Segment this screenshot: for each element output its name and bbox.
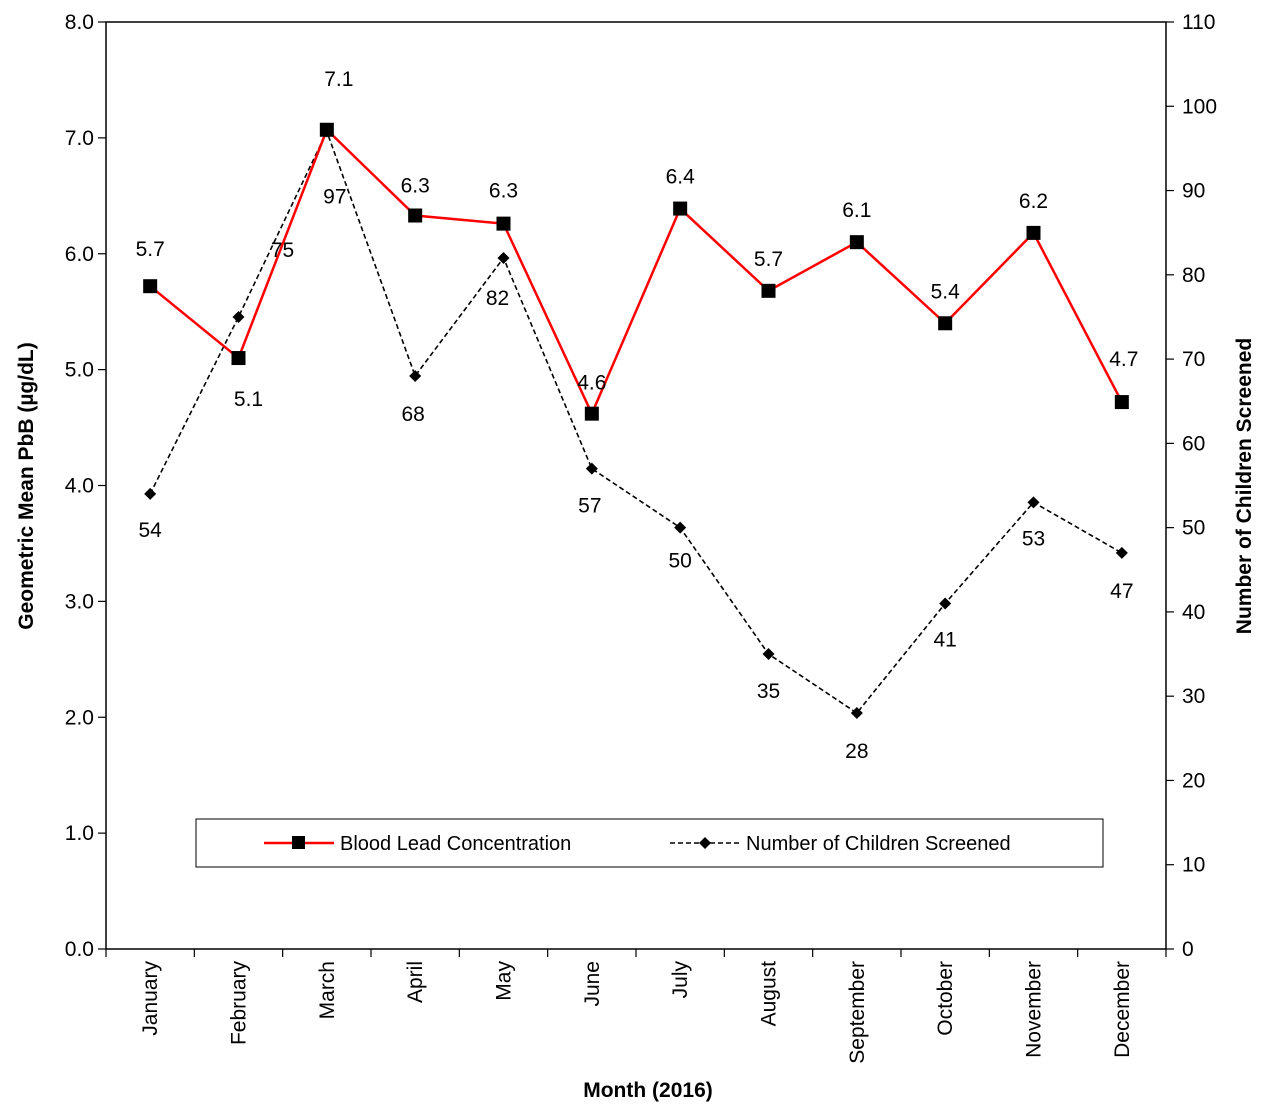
point-children-screened	[1115, 546, 1128, 559]
point-children-screened	[585, 462, 598, 475]
legend-marker-children	[699, 837, 711, 849]
point-children-screened	[144, 487, 157, 500]
y-left-tick-label: 6.0	[65, 243, 94, 266]
y-left-tick-label: 4.0	[65, 475, 94, 498]
series-line-children-screened	[149, 129, 1123, 715]
data-label-blood-lead: 5.1	[234, 388, 263, 411]
plot-area	[105, 21, 1167, 950]
series	[143, 122, 1129, 720]
y-left-axis-title: Geometric Mean PbB (µg/dL)	[15, 342, 38, 629]
data-label-children-screened: 57	[578, 495, 601, 518]
y-right-tick-label: 30	[1182, 685, 1205, 708]
data-label-blood-lead: 4.6	[577, 372, 606, 395]
data-label-blood-lead: 5.7	[754, 248, 783, 271]
data-label-blood-lead: 7.1	[324, 68, 353, 91]
x-tick-label: July	[669, 961, 692, 999]
point-children-screened	[497, 251, 510, 264]
y-right-tick-label: 70	[1182, 348, 1205, 371]
y-left-tick-label: 5.0	[65, 359, 94, 382]
point-blood-lead	[938, 316, 953, 331]
data-label-children-screened: 54	[138, 519, 162, 542]
point-blood-lead	[849, 235, 864, 250]
y-right-axis-title: Number of Children Screened	[1233, 338, 1256, 634]
x-tick-label: May	[493, 961, 516, 1001]
y-left-tick-label: 3.0	[65, 590, 94, 613]
data-label-children-screened: 35	[757, 680, 780, 703]
data-label-children-screened: 82	[486, 287, 509, 310]
y-right-tick-label: 60	[1182, 432, 1205, 455]
data-label-blood-lead: 6.4	[666, 166, 696, 189]
x-tick-label: November	[1023, 961, 1046, 1058]
legend-label-children: Number of Children Screened	[746, 833, 1011, 855]
data-label-children-screened: 50	[668, 550, 691, 573]
x-tick-label: February	[228, 961, 251, 1046]
point-blood-lead	[496, 216, 511, 231]
data-label-children-screened: 47	[1110, 580, 1133, 603]
y-left-tick-label: 0.0	[65, 938, 94, 961]
point-children-screened	[674, 521, 687, 534]
data-label-children-screened: 97	[323, 186, 346, 209]
legend: Blood Lead Concentration Number of Child…	[195, 818, 1104, 868]
y-left-tick-label: 1.0	[65, 822, 94, 845]
point-children-screened	[1027, 496, 1040, 509]
point-blood-lead	[408, 208, 423, 223]
y-right-tick-label: 100	[1182, 95, 1217, 118]
point-children-screened	[762, 648, 775, 661]
data-labels: 5.7 5.1 7.1 6.3 6.3 4.6 6.4 5.7 6.1 5.4 6.2 4.7 54 75…	[136, 68, 1139, 763]
x-tick-label: January	[139, 961, 162, 1036]
point-children-screened	[232, 310, 245, 323]
y-right-tick-label: 80	[1182, 264, 1205, 287]
y-left-tick-label: 7.0	[65, 127, 94, 150]
y-right-tick-label: 10	[1182, 854, 1205, 877]
series-line-blood-lead	[149, 127, 1123, 417]
y-left-tick-label: 8.0	[65, 11, 94, 34]
point-blood-lead	[761, 283, 776, 298]
y-left-tick-label: 2.0	[65, 706, 94, 729]
legend-label-blood-lead: Blood Lead Concentration	[340, 833, 571, 855]
x-tick-label: August	[758, 961, 781, 1027]
data-label-blood-lead: 4.7	[1109, 348, 1138, 371]
data-label-blood-lead: 6.3	[489, 180, 518, 203]
point-blood-lead	[319, 122, 334, 137]
y-right-tick-label: 20	[1182, 769, 1205, 792]
point-blood-lead	[143, 279, 158, 294]
data-label-children-screened: 53	[1022, 527, 1045, 550]
data-label-blood-lead: 6.3	[401, 175, 430, 198]
data-label-children-screened: 75	[271, 239, 294, 262]
point-children-screened	[850, 707, 863, 720]
x-axis-title: Month (2016)	[583, 1079, 713, 1102]
x-tick-label: December	[1111, 961, 1134, 1058]
point-children-screened	[409, 369, 422, 382]
data-label-children-screened: 28	[845, 740, 868, 763]
x-tick-label: September	[846, 961, 869, 1064]
y-right-tick-label: 50	[1182, 517, 1205, 540]
y-right-tick-label: 40	[1182, 601, 1205, 624]
y-right-tick-label: 90	[1182, 180, 1205, 203]
x-tick-label: June	[581, 961, 604, 1007]
x-tick-label: October	[934, 961, 957, 1036]
point-children-screened	[939, 597, 952, 610]
data-label-children-screened: 41	[933, 628, 956, 651]
point-blood-lead	[673, 201, 688, 216]
ticks: 0.0 1.0 2.0 3.0 4.0 5.0 6.0 7.0 8.0 0 10 20 30 40 50 60…	[65, 11, 1217, 1064]
point-blood-lead	[1026, 225, 1041, 240]
y-right-tick-label: 110	[1182, 11, 1215, 34]
legend-marker-blood-lead	[292, 836, 305, 849]
point-blood-lead	[231, 351, 246, 366]
data-label-blood-lead: 6.2	[1019, 190, 1048, 213]
point-blood-lead	[584, 406, 599, 421]
x-tick-label: April	[404, 961, 427, 1003]
data-label-blood-lead: 6.1	[842, 199, 871, 222]
legend-box	[195, 818, 1104, 868]
point-blood-lead	[1114, 395, 1129, 410]
data-label-blood-lead: 5.7	[136, 238, 165, 261]
x-tick-label: March	[316, 961, 339, 1019]
data-label-children-screened: 68	[401, 403, 424, 426]
y-right-tick-label: 0	[1182, 938, 1194, 961]
data-label-blood-lead: 5.4	[931, 280, 961, 303]
